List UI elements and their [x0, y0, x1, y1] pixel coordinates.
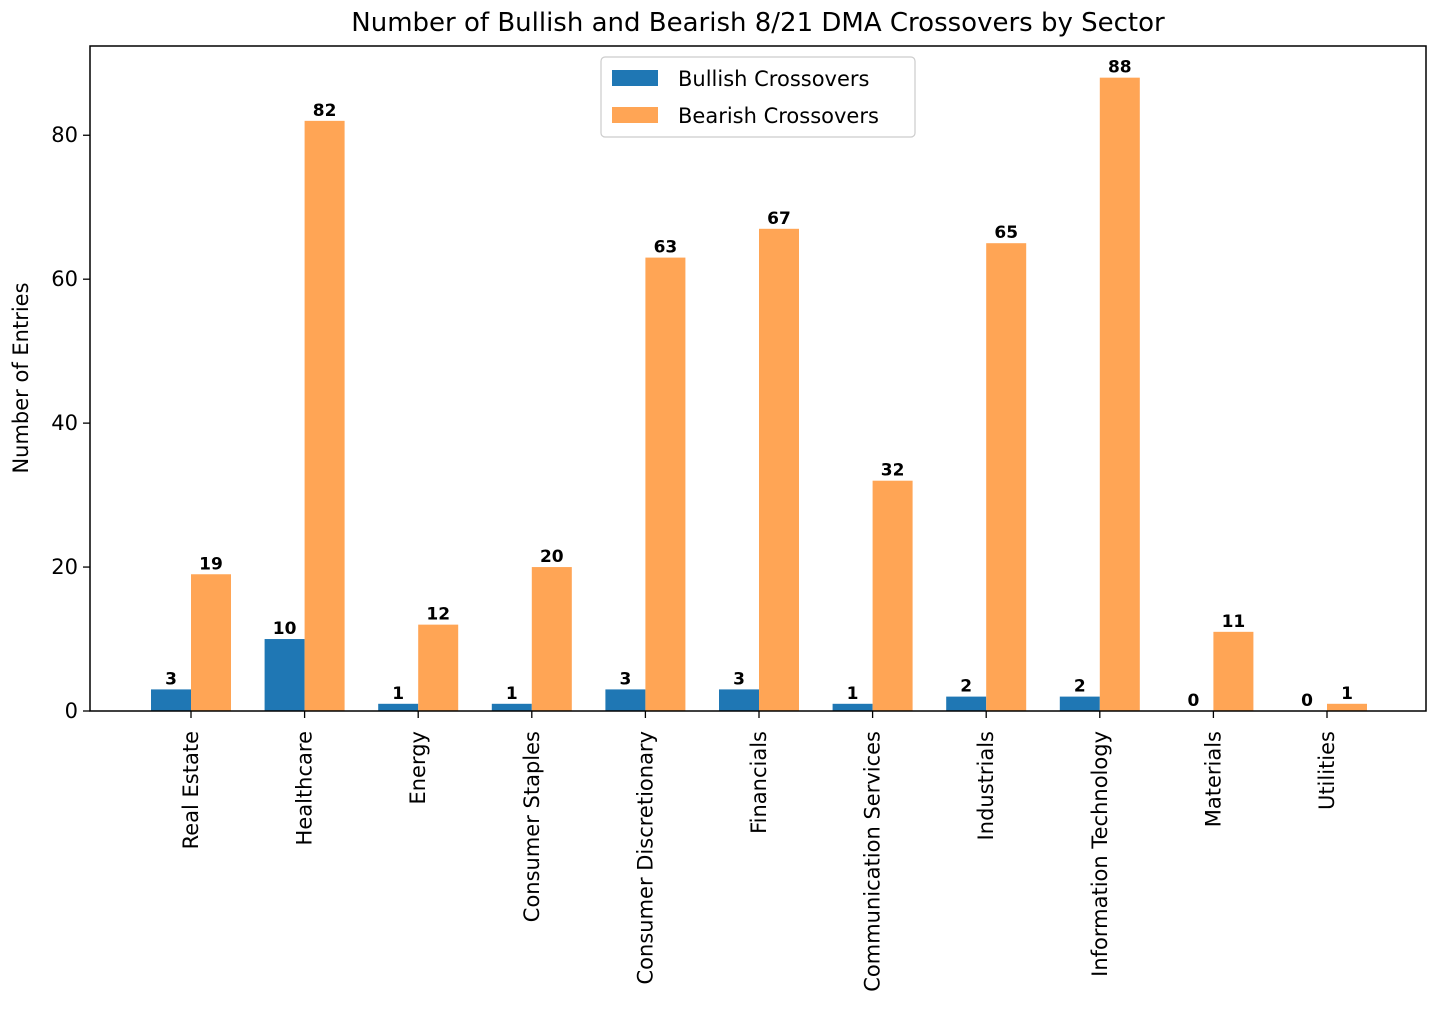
bullish-data-label: 0: [1301, 691, 1313, 711]
bullish-data-label: 3: [619, 669, 631, 689]
bullish-bar: [832, 703, 873, 711]
bullish-data-label: 10: [273, 619, 297, 639]
bearish-data-label: 63: [654, 238, 678, 258]
bullish-bar: [264, 639, 305, 711]
x-tick-label: Energy: [406, 731, 430, 805]
bullish-data-label: 3: [165, 669, 177, 689]
x-tick-label: Utilities: [1315, 731, 1339, 810]
bearish-bar: [191, 574, 231, 711]
bullish-data-label: 2: [1074, 677, 1086, 697]
y-tick-label: 40: [51, 411, 78, 435]
x-tick-label: Industrials: [974, 731, 998, 840]
x-tick-label: Financials: [747, 731, 771, 834]
legend: Bullish Crossovers Bearish Crossovers: [600, 56, 916, 138]
bullish-data-label: 1: [392, 684, 404, 704]
bearish-bar: [418, 624, 459, 711]
x-tick-label: Real Estate: [179, 731, 203, 849]
legend-box: [600, 56, 916, 138]
bearish-data-label: 67: [767, 209, 791, 229]
x-tick-label: Communication Services: [861, 731, 885, 992]
y-tick-label: 80: [51, 123, 78, 147]
bullish-bar: [378, 703, 419, 711]
plot-frame: [89, 45, 1427, 712]
x-tick-label: Information Technology: [1088, 731, 1112, 977]
bullish-bar: [1059, 696, 1100, 711]
y-axis-label: Number of Entries: [9, 282, 33, 473]
bullish-bar: [605, 689, 646, 711]
bullish-bar: [491, 703, 532, 711]
x-tick-label: Consumer Discretionary: [633, 731, 657, 985]
chart-title: Number of Bullish and Bearish 8/21 DMA C…: [351, 8, 1165, 38]
bearish-bar: [759, 228, 799, 711]
legend-label-bearish: Bearish Crossovers: [678, 104, 879, 128]
bearish-bar: [1213, 631, 1254, 711]
bullish-data-label: 0: [1187, 691, 1199, 711]
bearish-data-label: 82: [313, 101, 337, 121]
bars: 3 19 10 82 1 12 1 20 3 63 3 67 1 32 2 65 2 88 0 11 0 1: [151, 58, 1367, 712]
bearish-data-label: 20: [540, 547, 564, 567]
bearish-bar: [872, 480, 913, 711]
y-tick-label: 60: [51, 267, 78, 291]
legend-swatch-bullish: [612, 70, 658, 86]
bullish-data-label: 1: [847, 684, 859, 704]
bearish-bar: [304, 120, 345, 711]
x-tick-label: Consumer Staples: [520, 731, 544, 922]
x-tick-label: Healthcare: [293, 731, 317, 845]
x-ticks: Real Estate Healthcare Energy Consumer Stap…: [179, 711, 1339, 992]
bullish-bar: [151, 689, 191, 711]
bearish-bar: [986, 243, 1027, 712]
bearish-data-label: 32: [881, 461, 905, 481]
y-ticks: 0 20 40 60 80: [51, 123, 90, 723]
bearish-data-label: 1: [1341, 684, 1353, 704]
bullish-data-label: 2: [960, 677, 972, 697]
y-tick-label: 20: [51, 555, 78, 579]
legend-swatch-bearish: [612, 107, 658, 123]
bullish-data-label: 3: [733, 669, 745, 689]
bearish-bar: [531, 567, 572, 711]
legend-label-bullish: Bullish Crossovers: [678, 67, 869, 91]
bearish-data-label: 12: [426, 605, 450, 625]
bearish-bar: [645, 257, 686, 711]
x-tick-label: Materials: [1201, 731, 1225, 827]
y-tick-label: 0: [65, 699, 78, 723]
bearish-data-label: 65: [994, 223, 1018, 243]
bearish-bar: [1099, 77, 1140, 711]
bullish-bar: [946, 696, 987, 711]
bullish-bar: [719, 689, 759, 711]
bullish-data-label: 1: [506, 684, 518, 704]
bearish-bar: [1327, 703, 1367, 711]
bearish-data-label: 11: [1222, 612, 1246, 632]
bearish-data-label: 19: [199, 554, 223, 574]
bearish-data-label: 88: [1108, 58, 1132, 78]
